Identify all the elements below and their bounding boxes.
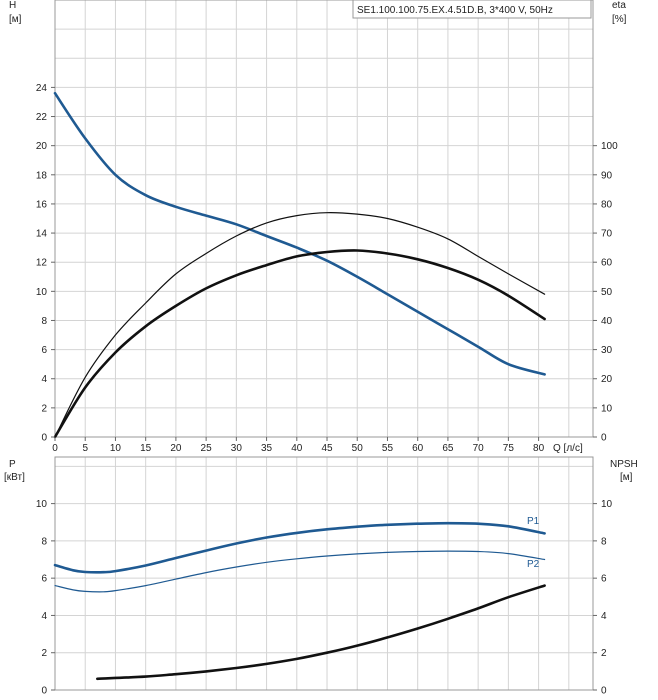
top-left-tick-label: 20	[36, 141, 48, 152]
series-label-p1: P1	[527, 516, 540, 527]
top-series-group	[53, 91, 546, 439]
series-line-h	[53, 91, 546, 376]
bottom-left-axis-ticks: 0 2 4 6 8 10	[36, 499, 55, 697]
series-line-p1	[53, 521, 546, 574]
top-left-tick-label: 2	[41, 403, 47, 414]
x-tick-label: 5	[82, 443, 88, 454]
top-right-tick-label: 70	[601, 229, 613, 240]
bottom-left-tick-label: 4	[41, 611, 47, 622]
top-left-tick-label: 8	[41, 316, 47, 327]
top-left-tick-label: 18	[36, 170, 48, 181]
bottom-right-tick-label: 2	[601, 648, 607, 659]
top-right-tick-label: 100	[601, 141, 618, 152]
top-left-tick-label: 24	[36, 83, 48, 94]
bottom-left-tick-label: 10	[36, 499, 48, 510]
top-right-tick-label: 10	[601, 403, 613, 414]
top-right-tick-label: 50	[601, 287, 613, 298]
x-axis-label: Q [л/с]	[553, 443, 583, 454]
x-tick-label: 70	[473, 443, 485, 454]
top-right-tick-label: 60	[601, 258, 613, 269]
series-line-npsh	[96, 584, 546, 681]
bottom-left-tick-label: 0	[41, 686, 47, 697]
top-left-tick-label: 12	[36, 258, 48, 269]
top-right-tick-label: 80	[601, 199, 613, 210]
x-tick-label: 10	[110, 443, 122, 454]
top-left-tick-label: 4	[41, 374, 47, 385]
x-axis-ticks: 0 5 10 15 20 25 30 35 40 45 50 55 60 65 70 75 80	[52, 437, 545, 454]
top-plot-frame	[54, 0, 594, 438]
x-tick-label: 60	[412, 443, 424, 454]
bottom-series-group	[53, 521, 546, 681]
x-tick-label: 50	[352, 443, 364, 454]
series-line-eta-thick	[53, 249, 546, 439]
top-right-axis-label-unit: [%]	[612, 14, 627, 25]
top-right-axis-label-symbol: eta	[612, 0, 626, 11]
x-tick-label: 30	[231, 443, 243, 454]
bottom-left-tick-label: 8	[41, 536, 47, 547]
bottom-grid	[55, 457, 593, 690]
bottom-right-tick-label: 10	[601, 499, 613, 510]
top-right-tick-label: 30	[601, 345, 613, 356]
bottom-plot-frame	[54, 456, 594, 691]
bottom-right-tick-label: 6	[601, 574, 607, 585]
series-label-p2: P2	[527, 559, 540, 570]
top-right-tick-label: 0	[601, 433, 607, 444]
bottom-right-axis-label-symbol: NPSH	[610, 459, 638, 470]
top-right-tick-label: 20	[601, 374, 613, 385]
bottom-right-axis-ticks: 0 2 4 6 8 10	[593, 499, 613, 697]
power-npsh-chart: 0 2 4 6 8 10 0 2 4 6 8 10 P [кВт] NPSH [м] P1 P2	[4, 456, 638, 697]
top-left-tick-label: 22	[36, 112, 48, 123]
series-line-eta-thin	[54, 212, 546, 438]
model-info-box	[352, 0, 592, 19]
x-tick-label: 40	[291, 443, 303, 454]
bottom-left-axis-label-unit: [кВт]	[4, 472, 25, 483]
x-tick-label: 25	[201, 443, 213, 454]
top-left-tick-label: 14	[36, 229, 48, 240]
x-tick-label: 75	[503, 443, 515, 454]
x-tick-label: 20	[170, 443, 182, 454]
top-left-tick-label: 6	[41, 345, 47, 356]
x-tick-label: 55	[382, 443, 394, 454]
model-info-text: SE1.100.100.75.EX.4.51D.B, 3*400 V, 50Hz	[357, 5, 553, 16]
x-tick-label: 80	[533, 443, 545, 454]
top-left-tick-label: 10	[36, 287, 48, 298]
bottom-right-tick-label: 8	[601, 536, 607, 547]
bottom-right-tick-label: 4	[601, 611, 607, 622]
x-tick-label: 35	[261, 443, 273, 454]
top-left-axis-label-unit: [м]	[9, 14, 22, 25]
bottom-left-tick-label: 2	[41, 648, 47, 659]
bottom-right-axis-label-unit: [м]	[620, 472, 633, 483]
bottom-left-tick-label: 6	[41, 574, 47, 585]
x-tick-label: 65	[442, 443, 454, 454]
top-left-tick-label: 16	[36, 199, 48, 210]
top-left-tick-label: 0	[41, 433, 47, 444]
bottom-left-axis-label-symbol: P	[9, 459, 16, 470]
x-tick-label: 15	[140, 443, 152, 454]
bottom-right-tick-label: 0	[601, 686, 607, 697]
top-right-axis-ticks: 0 10 20 30 40 50 60 70 80 90 100	[593, 141, 618, 444]
top-left-axis-label-symbol: H	[9, 0, 16, 11]
x-tick-label: 45	[321, 443, 333, 454]
top-right-tick-label: 40	[601, 316, 613, 327]
series-line-p2	[54, 550, 546, 593]
top-right-tick-label: 90	[601, 170, 613, 181]
x-tick-label: 0	[52, 443, 58, 454]
